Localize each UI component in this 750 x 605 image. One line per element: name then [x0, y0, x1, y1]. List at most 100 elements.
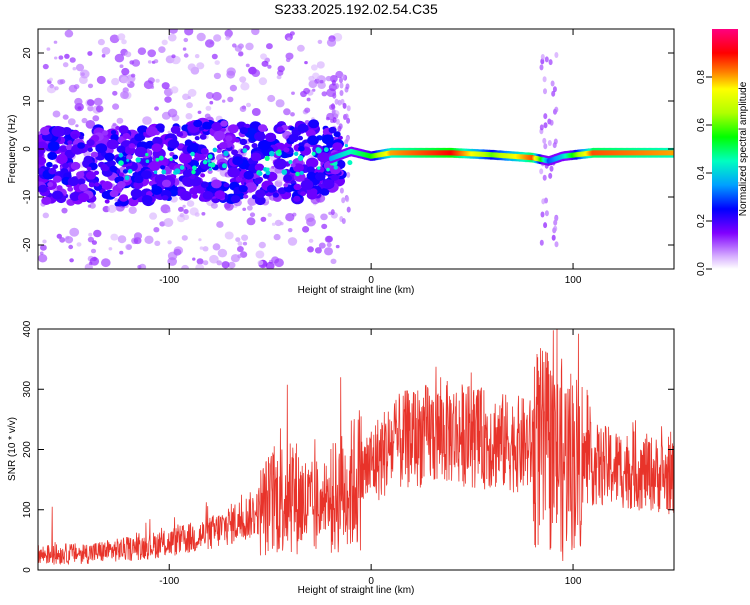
noise-blob: [235, 237, 241, 243]
noise-blob: [111, 77, 120, 86]
noise-blob: [125, 243, 133, 251]
band-spot: [344, 144, 348, 148]
band-blob: [172, 154, 179, 160]
noise-blob: [121, 67, 130, 76]
noise-blob: [551, 234, 556, 241]
band-spot: [323, 147, 329, 153]
noise-blob: [227, 261, 236, 269]
noise-blob: [87, 236, 94, 243]
noise-blob: [42, 63, 49, 70]
band-blob: [306, 166, 315, 174]
noise-blob: [275, 99, 285, 108]
band-blob: [250, 152, 262, 162]
band-blob: [244, 182, 257, 193]
noise-blob: [329, 75, 338, 83]
band-blob: [161, 195, 169, 201]
band-blob: [211, 179, 222, 189]
noise-blob: [279, 221, 284, 226]
x-tick-label: 100: [565, 275, 582, 286]
noise-blob: [325, 116, 330, 121]
noise-blob: [321, 223, 328, 230]
band-spot: [317, 166, 321, 170]
noise-blob: [554, 52, 559, 58]
noise-blob: [540, 211, 545, 218]
band-blob: [122, 169, 129, 174]
band-blob: [151, 185, 163, 195]
band-spot: [208, 162, 212, 167]
noise-blob: [302, 226, 310, 233]
noise-blob: [225, 36, 230, 41]
band-blob: [238, 185, 248, 193]
noise-blob: [101, 258, 111, 268]
noise-blob: [194, 212, 200, 217]
x-tick-label: -100: [159, 576, 179, 587]
band-blob: [200, 173, 206, 178]
spectrogram-x-label: Height of straight line (km): [298, 285, 415, 296]
noise-blob: [196, 62, 205, 70]
band-blob: [78, 183, 88, 192]
noise-blob: [121, 39, 127, 45]
y-tick-label: 300: [22, 380, 33, 397]
colorbar-ticks: 0.0 0.2 0.4 0.6 0.8: [696, 70, 712, 276]
band-blob: [273, 158, 287, 170]
band-blob: [258, 139, 271, 151]
band-blob: [239, 127, 249, 135]
noise-blob: [183, 209, 189, 214]
noise-blob: [214, 60, 220, 65]
noise-blob: [59, 237, 66, 243]
noise-blob: [308, 238, 314, 243]
noise-blob: [287, 37, 291, 41]
noise-blob: [97, 38, 105, 46]
noise-blob: [317, 39, 323, 45]
y-tick-label: 200: [22, 441, 33, 458]
band-blob: [110, 134, 119, 141]
band-blob: [152, 136, 161, 144]
snr-panel: -100 0 100 0 100 200 300 400 Height of straight…: [7, 320, 675, 596]
noise-blob: [119, 250, 124, 255]
noise-blob: [158, 46, 166, 53]
noise-blob: [166, 208, 171, 213]
noise-blob: [314, 247, 322, 254]
colorbar-label: Normalized spectral amplitude: [738, 81, 749, 216]
noise-blob: [119, 64, 124, 68]
noise-blob: [342, 102, 347, 109]
band-spot: [269, 150, 275, 157]
noise-blob: [330, 209, 335, 216]
band-blob: [106, 139, 119, 150]
noise-blob: [142, 116, 152, 125]
noise-blob: [109, 34, 120, 44]
snr-series: [38, 329, 674, 566]
noise-blob: [183, 53, 189, 58]
band-blob: [40, 126, 51, 136]
band-blob: [104, 152, 115, 162]
band-spot: [266, 167, 270, 171]
band-blob: [62, 163, 69, 169]
band-blob: [293, 183, 302, 191]
noise-blob: [245, 42, 254, 51]
noise-blob: [543, 122, 548, 129]
band-blob: [184, 139, 193, 146]
noise-blob: [222, 99, 226, 103]
band-blob: [251, 143, 258, 149]
band-spot: [153, 170, 158, 174]
noise-blob: [205, 105, 212, 111]
band-blob: [283, 183, 289, 188]
noise-blob: [89, 257, 100, 266]
band-blob: [254, 196, 266, 206]
band-blob: [147, 160, 161, 172]
noise-blob: [258, 77, 268, 86]
noise-blob: [216, 260, 222, 266]
noise-blob: [213, 34, 222, 42]
x-tick-label: -100: [159, 275, 179, 286]
band-spot: [223, 150, 229, 157]
spectrogram-marks: [38, 29, 674, 269]
noise-blob: [153, 227, 160, 233]
noise-blob: [306, 97, 311, 102]
band-blob: [290, 163, 296, 168]
noise-blob: [69, 227, 80, 237]
band-blob: [323, 179, 335, 189]
noise-blob: [346, 206, 351, 213]
noise-blob: [178, 206, 184, 212]
band-blob: [243, 194, 249, 199]
noise-blob: [230, 254, 240, 263]
